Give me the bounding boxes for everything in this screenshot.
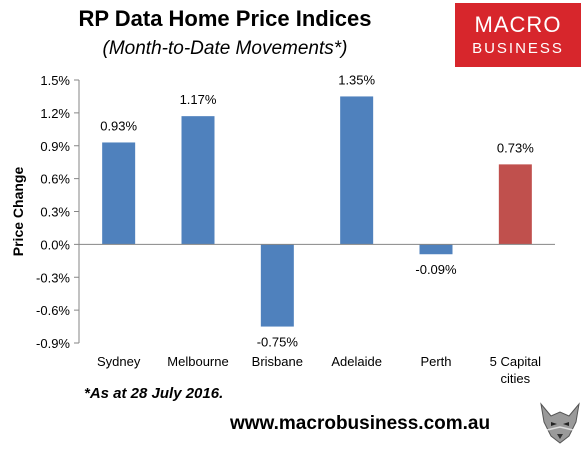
bar [102, 142, 136, 245]
data-label: 0.73% [497, 140, 534, 155]
x-tick-label: Sydney [97, 354, 141, 369]
x-tick-label: 5 Capital cities [490, 354, 541, 386]
y-tick-label: -0.6% [36, 303, 70, 318]
bar [498, 164, 532, 245]
brand-logo: MACRO BUSINESS [455, 3, 581, 67]
logo-text-business: BUSINESS [472, 40, 564, 57]
data-label: 1.17% [180, 92, 217, 107]
bar [260, 244, 294, 327]
x-tick-label: Melbourne [167, 354, 228, 369]
y-tick-label: 0.6% [40, 172, 70, 187]
data-label: 1.35% [338, 72, 375, 87]
y-tick-label: 0.0% [40, 237, 70, 252]
website-url: www.macrobusiness.com.au [230, 413, 491, 434]
bar [419, 244, 453, 255]
data-label: 0.93% [100, 118, 137, 133]
y-axis-title: Price Change [10, 167, 26, 257]
y-tick-label: 1.5% [40, 73, 70, 88]
y-tick-label: 1.2% [40, 106, 70, 121]
data-label: -0.09% [415, 262, 457, 277]
y-tick-label: 0.3% [40, 205, 70, 220]
x-tick-label: Adelaide [331, 354, 382, 369]
x-tick-label: Brisbane [252, 354, 303, 369]
bar [340, 96, 374, 245]
bar [181, 116, 215, 245]
y-tick-label: -0.3% [36, 270, 70, 285]
x-tick-label: Perth [420, 354, 451, 369]
footnote: *As at 28 July 2016. [84, 385, 224, 402]
y-tick-label: 0.9% [40, 139, 70, 154]
data-label: -0.75% [257, 335, 299, 350]
y-tick-label: -0.9% [36, 336, 70, 351]
chart-subtitle: (Month-to-Date Movements*) [102, 38, 348, 59]
logo-text-macro: MACRO [474, 12, 562, 37]
wolf-mascot-icon [535, 400, 585, 446]
chart-title: RP Data Home Price Indices [78, 6, 372, 31]
